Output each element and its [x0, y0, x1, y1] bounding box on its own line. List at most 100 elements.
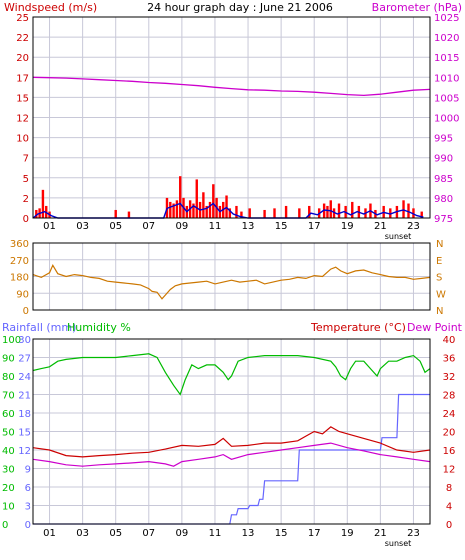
gust-bar — [263, 209, 266, 218]
humidity-tick-label: 0 — [2, 520, 8, 531]
hour-tick-label: 01 — [43, 528, 56, 539]
humidity-tick-label: 100 — [2, 335, 21, 346]
gust-bar — [179, 176, 182, 218]
temperature-tick-label: 40 — [443, 335, 456, 346]
barometer-tick-label: 1025 — [434, 13, 459, 24]
gust-bar — [412, 208, 415, 218]
rainfall-line — [33, 393, 430, 525]
hour-tick-label: 19 — [341, 221, 354, 232]
humidity-tick-label: 70 — [2, 391, 15, 402]
barometer-tick-label: 1000 — [434, 114, 459, 125]
temperature-tick-label: 28 — [443, 391, 456, 402]
hour-tick-label: 07 — [142, 528, 155, 539]
hour-tick-label: 11 — [209, 528, 222, 539]
barometer-tick-label: 980 — [434, 194, 453, 205]
compass-label: S — [436, 273, 442, 284]
compass-label: E — [436, 256, 442, 267]
direction-tick-label: 0 — [23, 306, 29, 317]
humidity-tick-label: 30 — [2, 465, 15, 476]
humidity-tick-label: 10 — [2, 502, 15, 513]
gust-bar — [35, 209, 38, 218]
barometer-tick-label: 1010 — [434, 73, 459, 84]
barometer-tick-label: 1020 — [434, 33, 459, 44]
direction-tick-label: 90 — [16, 289, 29, 300]
gust-bar — [205, 205, 208, 218]
dewpoint-line — [32, 442, 431, 467]
gust-bar — [337, 203, 341, 218]
temperature-tick-label: 36 — [443, 354, 456, 365]
wind-tick-label: 20 — [16, 53, 29, 64]
temperature-tick-label: 12 — [443, 465, 456, 476]
hour-tick-label: 01 — [43, 221, 56, 232]
barometer-title: Barometer (hPa) — [372, 1, 462, 14]
wind-tick-label: 22 — [16, 33, 29, 44]
temperature-tick-label: 0 — [446, 520, 452, 531]
gust-bar — [208, 201, 212, 218]
wind-tick-label: 0 — [23, 214, 29, 225]
windspeed-title: Windspeed (m/s) — [4, 1, 97, 14]
wind-tick-label: 7 — [23, 154, 29, 165]
hour-tick-label: 03 — [76, 528, 89, 539]
gust-bar — [41, 189, 45, 218]
humidity-title: Humidity % — [67, 321, 131, 334]
rainfall-tick-label: 9 — [25, 465, 31, 476]
barometer-tick-label: 995 — [434, 134, 453, 145]
gust-bar — [407, 203, 410, 218]
hour-tick-label: 15 — [275, 221, 288, 232]
wind-direction-panel: 0 N 90 W 180 S 270 E 360 N — [10, 239, 446, 317]
hour-tick-label: 19 — [341, 528, 354, 539]
gust-bar — [326, 205, 329, 218]
temperature-tick-label: 24 — [443, 409, 456, 420]
rainfall-tick-label: 30 — [18, 335, 31, 346]
humidity-tick-label: 40 — [2, 446, 15, 457]
hour-tick-label: 17 — [308, 528, 321, 539]
chart-title: 24 hour graph day : June 21 2006 — [147, 1, 333, 14]
humidity-line — [32, 353, 431, 396]
compass-label: N — [436, 239, 443, 250]
barometer-tick-label: 1015 — [434, 53, 459, 64]
hour-tick-label: 23 — [407, 221, 420, 232]
rainfall-tick-label: 15 — [18, 428, 31, 439]
hour-tick-label: 15 — [275, 528, 288, 539]
hour-tick-label: 05 — [109, 221, 122, 232]
temperature-tick-label: 20 — [443, 428, 456, 439]
hour-tick-label: 21 — [374, 528, 387, 539]
humidity-tick-label: 50 — [2, 428, 15, 439]
rainfall-tick-label: 18 — [18, 409, 31, 420]
gust-bar — [240, 211, 243, 218]
rainfall-tick-label: 24 — [18, 372, 31, 383]
hour-tick-label: 03 — [76, 221, 89, 232]
gust-bar — [308, 205, 311, 218]
temperature-tick-label: 8 — [446, 483, 452, 494]
gust-bar — [329, 200, 332, 218]
compass-label: N — [436, 306, 443, 317]
wind-tick-label: 10 — [16, 134, 29, 145]
direction-tick-label: 180 — [10, 273, 29, 284]
gust-bar — [228, 208, 232, 218]
temperature-tick-label: 32 — [443, 372, 456, 383]
gust-bar — [402, 200, 405, 218]
barometer-line — [32, 76, 431, 97]
wind-tick-label: 17 — [16, 73, 29, 84]
dewpoint-title: Dew Point — [407, 321, 463, 334]
barometer-tick-label: 1005 — [434, 93, 459, 104]
hour-tick-label: 05 — [109, 528, 122, 539]
wind-tick-label: 12 — [16, 114, 29, 125]
hour-tick-label: 21 — [374, 221, 387, 232]
rainfall-tick-label: 3 — [25, 502, 31, 513]
sunset-label: sunset — [385, 539, 412, 548]
direction-tick-label: 360 — [10, 239, 29, 250]
rainfall-tick-label: 12 — [18, 446, 31, 457]
gust-bar — [127, 211, 131, 218]
compass-label: W — [436, 289, 446, 300]
hour-tick-label: 09 — [176, 221, 189, 232]
gust-bar — [298, 208, 301, 218]
gust-bar — [202, 192, 205, 218]
rainfall-tick-label: 27 — [18, 354, 31, 365]
temperature-tick-label: 4 — [446, 502, 452, 513]
gust-bar — [192, 203, 195, 218]
wind-frame — [32, 16, 431, 219]
